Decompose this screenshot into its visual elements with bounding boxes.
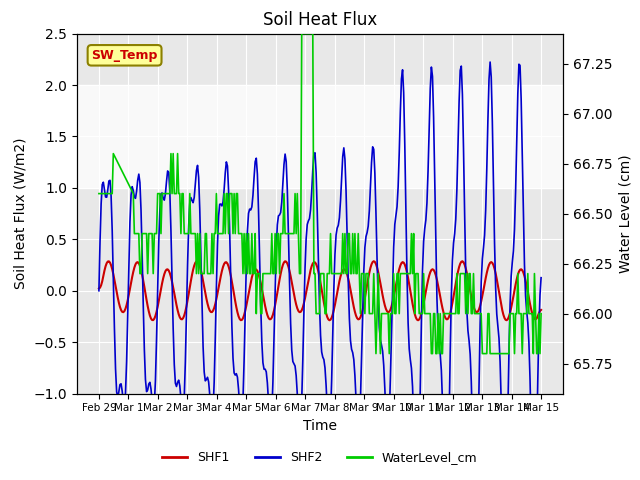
WaterLevel_cm [537,311,545,316]
SHF1 [370,258,378,264]
SHF2 [373,257,381,263]
SHF1 [537,307,545,313]
SHF1 [148,317,156,323]
SHF1 [239,315,247,321]
WaterLevel_cm [372,351,380,357]
WaterLevel_cm [148,231,156,237]
WaterLevel_cm [298,31,305,36]
WaterLevel_cm [376,311,383,316]
SHF1 [270,308,278,313]
SHF1 [374,269,382,275]
SHF2 [95,288,103,294]
SHF1 [95,286,103,291]
SHF1 [414,317,422,323]
SHF1 [419,306,426,312]
SHF2 [270,334,278,339]
Line: SHF1: SHF1 [99,261,541,320]
SHF2 [148,398,156,404]
Y-axis label: Soil Heat Flux (W/m2): Soil Heat Flux (W/m2) [14,138,28,289]
Y-axis label: Water Level (cm): Water Level (cm) [618,154,632,273]
SHF2 [417,384,424,390]
WaterLevel_cm [95,191,103,196]
Title: Soil Heat Flux: Soil Heat Flux [263,11,377,29]
SHF2 [486,59,494,65]
WaterLevel_cm [239,271,247,276]
SHF2 [239,397,247,403]
SHF2 [537,275,545,281]
Legend: SHF1, SHF2, WaterLevel_cm: SHF1, SHF2, WaterLevel_cm [157,446,483,469]
Bar [77,85,563,188]
WaterLevel_cm [417,311,424,316]
X-axis label: Time: Time [303,419,337,433]
Text: SW_Temp: SW_Temp [92,49,158,62]
WaterLevel_cm [270,271,278,276]
WaterLevel_cm [419,311,426,316]
SHF1 [417,314,424,320]
Line: WaterLevel_cm: WaterLevel_cm [99,34,541,354]
Line: SHF2: SHF2 [99,62,541,480]
